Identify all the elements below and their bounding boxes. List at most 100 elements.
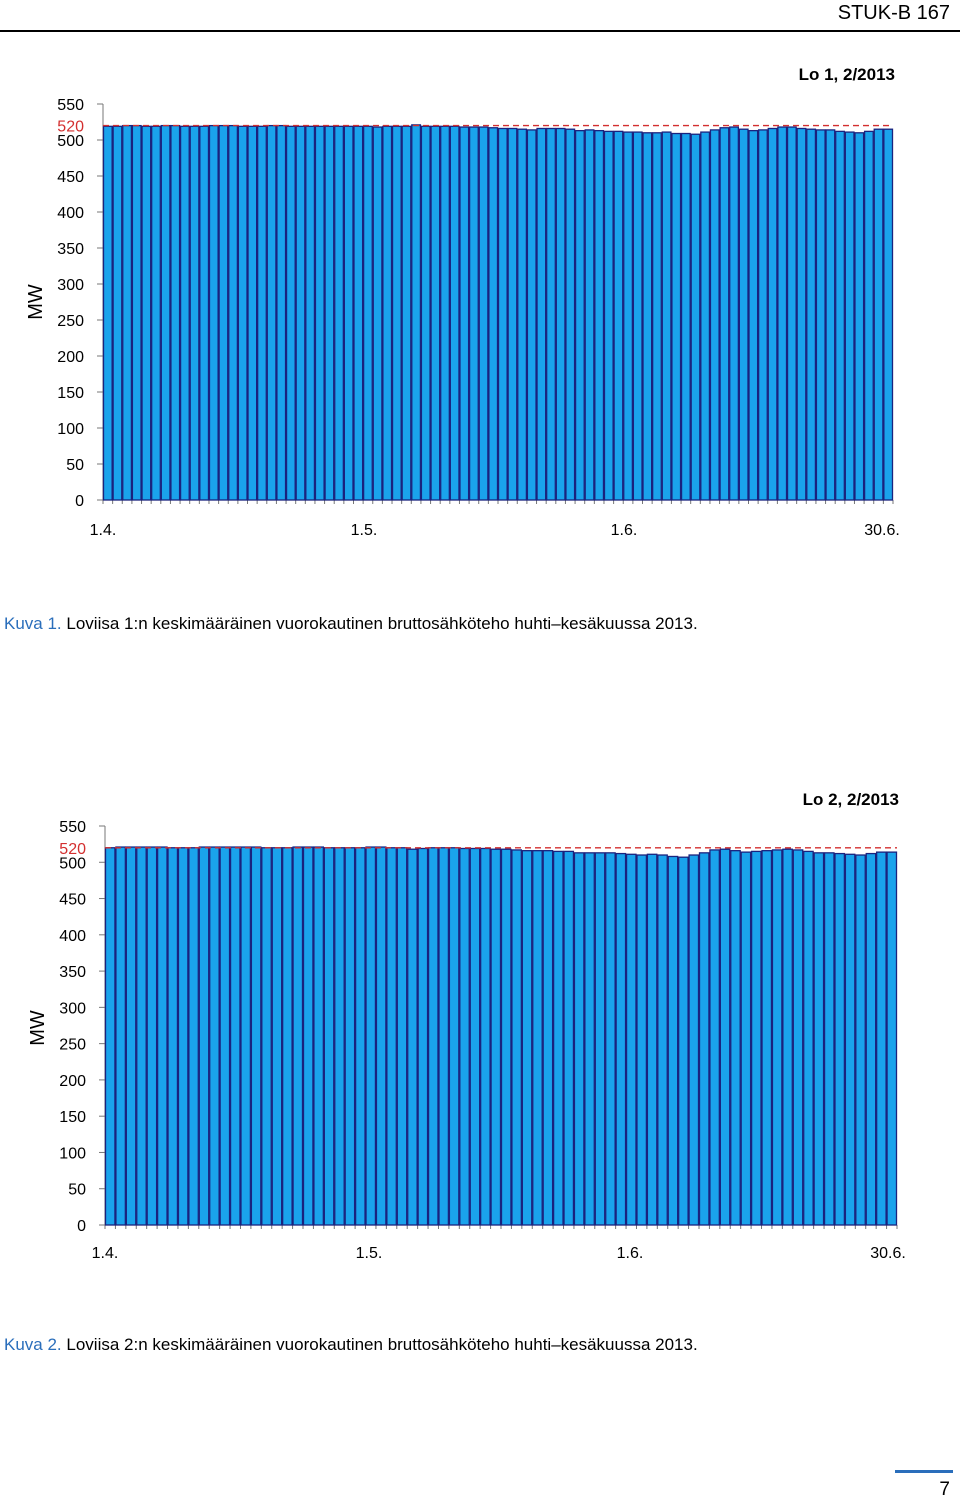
page-number: 7 bbox=[939, 1479, 950, 1500]
y-axis-label: MW bbox=[25, 284, 47, 320]
y-tick-label: 300 bbox=[57, 277, 84, 294]
bar bbox=[584, 852, 595, 1226]
bar bbox=[613, 130, 624, 501]
chart-title: Lo 1, 2/2013 bbox=[799, 65, 895, 84]
bar bbox=[256, 125, 267, 501]
bar bbox=[302, 846, 314, 1226]
bar bbox=[438, 847, 450, 1226]
bar bbox=[886, 851, 898, 1226]
bar bbox=[305, 125, 316, 501]
bar bbox=[219, 846, 231, 1226]
bar bbox=[729, 126, 740, 501]
bar bbox=[295, 125, 306, 501]
bar bbox=[615, 852, 627, 1226]
bar bbox=[594, 129, 605, 501]
bar bbox=[750, 850, 762, 1226]
y-tick-label: 450 bbox=[59, 892, 86, 909]
bar bbox=[427, 847, 439, 1226]
bar bbox=[782, 848, 793, 1226]
bar bbox=[815, 129, 826, 501]
bar bbox=[796, 127, 807, 501]
bar bbox=[803, 850, 814, 1226]
bar bbox=[825, 129, 836, 501]
bar bbox=[136, 846, 147, 1226]
bar bbox=[526, 129, 537, 501]
bar bbox=[401, 125, 412, 501]
reference-line-label: 520 bbox=[57, 119, 84, 136]
y-tick-label: 100 bbox=[57, 421, 84, 438]
bar bbox=[767, 127, 778, 501]
x-tick-label: 1.4. bbox=[90, 522, 117, 539]
bar bbox=[276, 124, 287, 501]
bar bbox=[552, 850, 564, 1226]
y-tick-label: 250 bbox=[59, 1037, 86, 1054]
bar bbox=[507, 127, 518, 501]
bar bbox=[813, 852, 825, 1226]
y-tick-label: 100 bbox=[59, 1145, 86, 1162]
caption-text: Loviisa 2:n keskimääräinen vuorokautinen… bbox=[66, 1335, 698, 1354]
chart-lo1: 0 50 100 150 200 250 300 350 400 450 500 550 520 1.4.… bbox=[25, 65, 900, 539]
report-id: STUK-B 167 bbox=[837, 2, 950, 24]
bar bbox=[261, 847, 272, 1226]
bar bbox=[792, 849, 804, 1226]
page-number-bar bbox=[895, 1470, 953, 1473]
bar bbox=[177, 847, 189, 1226]
bar bbox=[748, 129, 759, 501]
y-tick-label: 150 bbox=[57, 385, 84, 402]
bar bbox=[411, 124, 422, 501]
bar bbox=[247, 125, 258, 501]
bar bbox=[855, 854, 866, 1226]
bar bbox=[131, 124, 142, 501]
x-tick-label: 30.6. bbox=[870, 1245, 906, 1262]
x-tick-label: 30.6. bbox=[864, 522, 900, 539]
bar bbox=[365, 846, 377, 1226]
bar bbox=[876, 851, 887, 1226]
bar bbox=[719, 127, 730, 501]
bar bbox=[160, 124, 171, 501]
bar bbox=[237, 125, 248, 501]
bar bbox=[657, 854, 668, 1226]
bar bbox=[680, 132, 691, 501]
y-axis-label: MW bbox=[27, 1010, 49, 1046]
bar bbox=[642, 132, 653, 501]
bar bbox=[448, 847, 460, 1226]
bar bbox=[344, 847, 356, 1226]
bar bbox=[285, 125, 296, 501]
bar bbox=[786, 126, 797, 501]
bar bbox=[761, 850, 773, 1226]
bar bbox=[688, 854, 700, 1226]
bar bbox=[667, 855, 679, 1226]
bar bbox=[199, 125, 210, 501]
bar bbox=[834, 852, 846, 1226]
bar bbox=[156, 846, 168, 1226]
bar bbox=[573, 852, 585, 1226]
bar bbox=[292, 846, 304, 1226]
bar bbox=[646, 853, 658, 1226]
bar bbox=[334, 847, 345, 1226]
bar bbox=[623, 131, 634, 501]
bar bbox=[440, 125, 450, 501]
bar bbox=[555, 127, 566, 501]
bar bbox=[844, 853, 856, 1226]
bar bbox=[671, 132, 682, 501]
bar bbox=[396, 847, 408, 1226]
bar bbox=[574, 129, 585, 501]
x-tick-label: 1.5. bbox=[351, 522, 378, 539]
bar bbox=[170, 124, 181, 501]
y-tick-label: 300 bbox=[59, 1000, 86, 1017]
bar bbox=[228, 124, 239, 501]
bar bbox=[863, 130, 874, 501]
caption-label: Kuva 1. bbox=[4, 614, 62, 633]
bar bbox=[420, 125, 431, 501]
bar bbox=[873, 128, 884, 501]
bar bbox=[362, 125, 373, 501]
bar bbox=[883, 128, 894, 501]
bar bbox=[209, 846, 220, 1226]
bar bbox=[806, 128, 817, 501]
bar bbox=[382, 125, 393, 501]
bar bbox=[314, 125, 325, 501]
bar bbox=[353, 125, 364, 501]
bar bbox=[497, 127, 508, 501]
y-tick-label: 200 bbox=[59, 1073, 86, 1090]
bar bbox=[594, 852, 606, 1226]
